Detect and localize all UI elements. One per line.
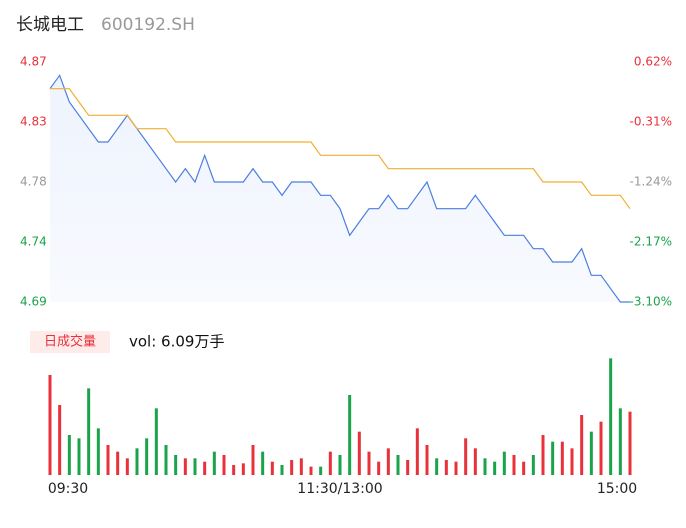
volume-bar bbox=[232, 465, 236, 475]
y-tick-label: 4.87 bbox=[20, 55, 47, 69]
volume-bar bbox=[367, 451, 371, 475]
volume-bar bbox=[628, 411, 632, 475]
x-tick-label: 15:00 bbox=[597, 481, 637, 497]
volume-bar bbox=[270, 461, 274, 475]
volume-bar bbox=[473, 448, 477, 475]
y-tick-label: 4.69 bbox=[20, 295, 47, 309]
volume-bar bbox=[454, 461, 458, 475]
volume-bar bbox=[251, 445, 255, 475]
y-tick-label: 4.83 bbox=[20, 115, 47, 129]
volume-bar bbox=[203, 461, 207, 475]
price-line bbox=[49, 74, 630, 303]
volume-bar bbox=[580, 415, 584, 475]
volume-bar bbox=[551, 441, 555, 475]
volume-bar bbox=[377, 461, 381, 475]
volume-bar bbox=[589, 431, 593, 475]
volume-bar bbox=[212, 451, 216, 475]
volume-title: 日成交量 bbox=[44, 334, 96, 350]
stock-code: 600192.SH bbox=[101, 15, 195, 35]
volume-bar bbox=[483, 458, 487, 475]
x-tick-label: 09:30 bbox=[48, 481, 88, 497]
y-tick-label: 4.74 bbox=[20, 235, 47, 249]
volume-bar bbox=[425, 445, 429, 475]
volume-bar bbox=[48, 375, 52, 475]
volume-bar bbox=[309, 466, 313, 475]
volume-bar bbox=[570, 448, 574, 475]
volume-bar bbox=[290, 460, 294, 475]
volume-bar bbox=[135, 448, 139, 475]
volume-bar bbox=[241, 463, 245, 475]
volume-bar bbox=[541, 435, 545, 475]
volume-bar bbox=[406, 460, 410, 475]
y-tick-label: 4.78 bbox=[20, 175, 47, 189]
volume-bar bbox=[87, 388, 91, 475]
volume-badge bbox=[30, 331, 110, 353]
volume-bar bbox=[512, 455, 516, 475]
y2-tick-label: -0.31% bbox=[630, 115, 672, 129]
volume-bar bbox=[396, 455, 400, 475]
volume-bar bbox=[522, 461, 526, 475]
volume-bar bbox=[319, 466, 323, 475]
volume-bar bbox=[502, 451, 506, 475]
volume-bar bbox=[560, 441, 564, 475]
volume-bar bbox=[328, 451, 332, 475]
volume-bar bbox=[299, 458, 303, 475]
y2-tick-label: -1.24% bbox=[630, 175, 672, 189]
volume-bar bbox=[96, 428, 100, 475]
volume-bar bbox=[618, 408, 622, 475]
volume-bar bbox=[357, 431, 361, 475]
volume-bar bbox=[154, 408, 158, 475]
volume-bar bbox=[464, 438, 468, 475]
volume-bar bbox=[116, 451, 120, 475]
volume-bar bbox=[193, 458, 197, 475]
volume-bar bbox=[222, 455, 226, 475]
price-area bbox=[50, 75, 630, 302]
volume-bar bbox=[77, 438, 81, 475]
y2-tick-label: -3.10% bbox=[630, 295, 672, 309]
volume-bar bbox=[599, 421, 603, 475]
stock-name: 长城电工 bbox=[16, 15, 84, 35]
volume-bar bbox=[183, 458, 187, 475]
average-line bbox=[50, 88, 631, 210]
volume-bar bbox=[174, 455, 178, 475]
volume-bar bbox=[444, 460, 448, 475]
volume-bar bbox=[493, 461, 497, 475]
volume-bar bbox=[338, 455, 342, 475]
volume-bar bbox=[125, 458, 129, 475]
y2-tick-label: 0.62% bbox=[634, 55, 672, 69]
volume-bar bbox=[435, 458, 439, 475]
volume-bar bbox=[386, 448, 390, 475]
volume-label: vol: 6.09万手 bbox=[129, 333, 224, 351]
volume-bar bbox=[415, 428, 419, 475]
x-tick-label: 11:30/13:00 bbox=[297, 481, 382, 497]
y2-tick-label: -2.17% bbox=[630, 235, 672, 249]
volume-bar bbox=[609, 358, 613, 475]
volume-bar bbox=[531, 455, 535, 475]
volume-bar bbox=[280, 465, 284, 475]
volume-bar bbox=[164, 445, 168, 475]
volume-bar bbox=[106, 445, 110, 475]
volume-bar bbox=[145, 438, 149, 475]
volume-bar bbox=[348, 395, 352, 475]
volume-bar bbox=[261, 451, 265, 475]
volume-bar bbox=[67, 435, 71, 475]
volume-bar bbox=[58, 405, 62, 475]
